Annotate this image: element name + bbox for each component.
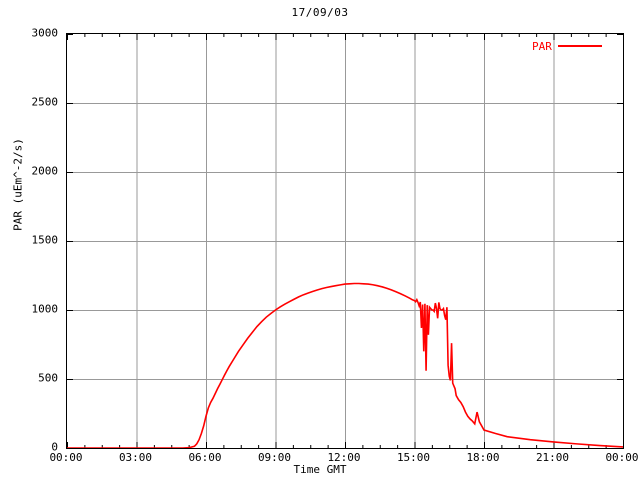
plot-area: PAR xyxy=(66,33,624,449)
y-tick-label: 0 xyxy=(51,440,58,454)
x-tick-label: 09:00 xyxy=(257,451,292,464)
x-tick-label: 00:00 xyxy=(49,451,83,464)
x-tick-label: 00:00 xyxy=(605,451,639,464)
y-tick-label: 500 xyxy=(38,371,58,385)
x-tick-label: 12:00 xyxy=(327,451,361,464)
chart-title: 17/09/03 xyxy=(291,6,349,19)
x-tick-label: 06:00 xyxy=(188,451,222,464)
y-axis-tick-labels: 0 500 1000 1500 2000 2500 3000 xyxy=(0,27,59,454)
x-tick-label: 21:00 xyxy=(535,451,570,464)
y-tick-label: 2000 xyxy=(31,164,59,178)
x-axis-label: Time GMT xyxy=(293,463,347,476)
legend-entry-par-line-sample xyxy=(557,45,602,47)
grid-lines xyxy=(67,34,623,448)
legend-entry-par-label: PAR xyxy=(532,39,552,53)
series-par-line xyxy=(67,282,623,448)
y-tick-label: 2500 xyxy=(31,95,59,109)
y-tick-label: 3000 xyxy=(31,26,59,40)
x-tick-label: 15:00 xyxy=(396,451,431,464)
x-tick-label: 03:00 xyxy=(118,451,153,464)
legend: PAR xyxy=(532,37,606,55)
x-tick-label: 18:00 xyxy=(466,451,500,464)
x-axis-tick-labels: 00:00 03:00 06:00 09:00 12:00 15:00 18:00 21:00… xyxy=(49,451,638,467)
y-tick-label: 1000 xyxy=(31,302,59,316)
y-tick-label: 1500 xyxy=(31,233,59,247)
